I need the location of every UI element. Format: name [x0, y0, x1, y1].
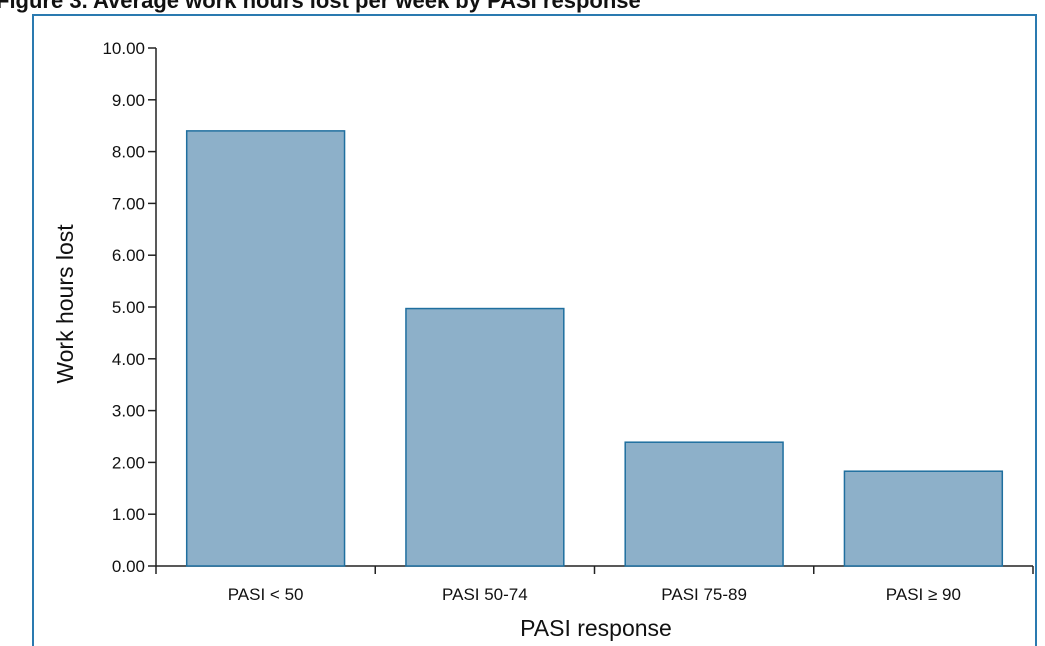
- x-tick-label: PASI ≥ 90: [886, 585, 961, 604]
- y-tick-label: 3.00: [112, 402, 145, 421]
- y-tick-label: 7.00: [112, 194, 145, 213]
- x-tick-label: PASI 75-89: [661, 585, 747, 604]
- x-axis: PASI < 50 PASI 50-74 PASI 75-89 PASI ≥ 90: [155, 565, 1034, 604]
- x-axis-title: PASI response: [520, 615, 672, 641]
- y-tick-label: 1.00: [112, 505, 145, 524]
- bar: [405, 307, 565, 567]
- bar: [185, 130, 346, 567]
- y-tick-label: 2.00: [112, 453, 145, 472]
- y-tick-label: 6.00: [112, 246, 145, 265]
- bar: [624, 441, 784, 567]
- y-tick-label: 9.00: [112, 91, 145, 110]
- figure-frame: [32, 14, 1037, 646]
- y-axis-title: Work hours lost: [52, 224, 78, 384]
- bars: [185, 130, 1004, 567]
- y-tick-label: 4.00: [112, 350, 145, 369]
- x-tick-label: PASI < 50: [228, 585, 304, 604]
- bar: [843, 470, 1004, 567]
- y-tick-label: 5.00: [112, 298, 145, 317]
- figure-title: Figure 3. Average work hours lost per we…: [0, 0, 641, 13]
- x-tick-label: PASI 50-74: [442, 585, 528, 604]
- y-axis: 0.00 1.00 2.00 3.00 4.00 5.00 6.00 7.00 8.00 9.00…: [102, 39, 157, 576]
- y-tick-label: 0.00: [112, 557, 145, 576]
- y-tick-label: 10.00: [102, 39, 145, 58]
- y-tick-label: 8.00: [112, 143, 145, 162]
